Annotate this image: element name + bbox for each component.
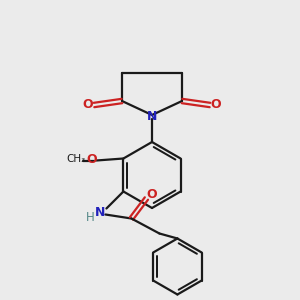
- Text: N: N: [95, 206, 106, 219]
- Text: O: O: [86, 153, 97, 166]
- Text: O: O: [83, 98, 93, 112]
- Text: CH₃: CH₃: [67, 154, 86, 164]
- Text: H: H: [86, 211, 95, 224]
- Text: O: O: [146, 188, 157, 201]
- Text: O: O: [211, 98, 221, 112]
- Text: N: N: [147, 110, 157, 122]
